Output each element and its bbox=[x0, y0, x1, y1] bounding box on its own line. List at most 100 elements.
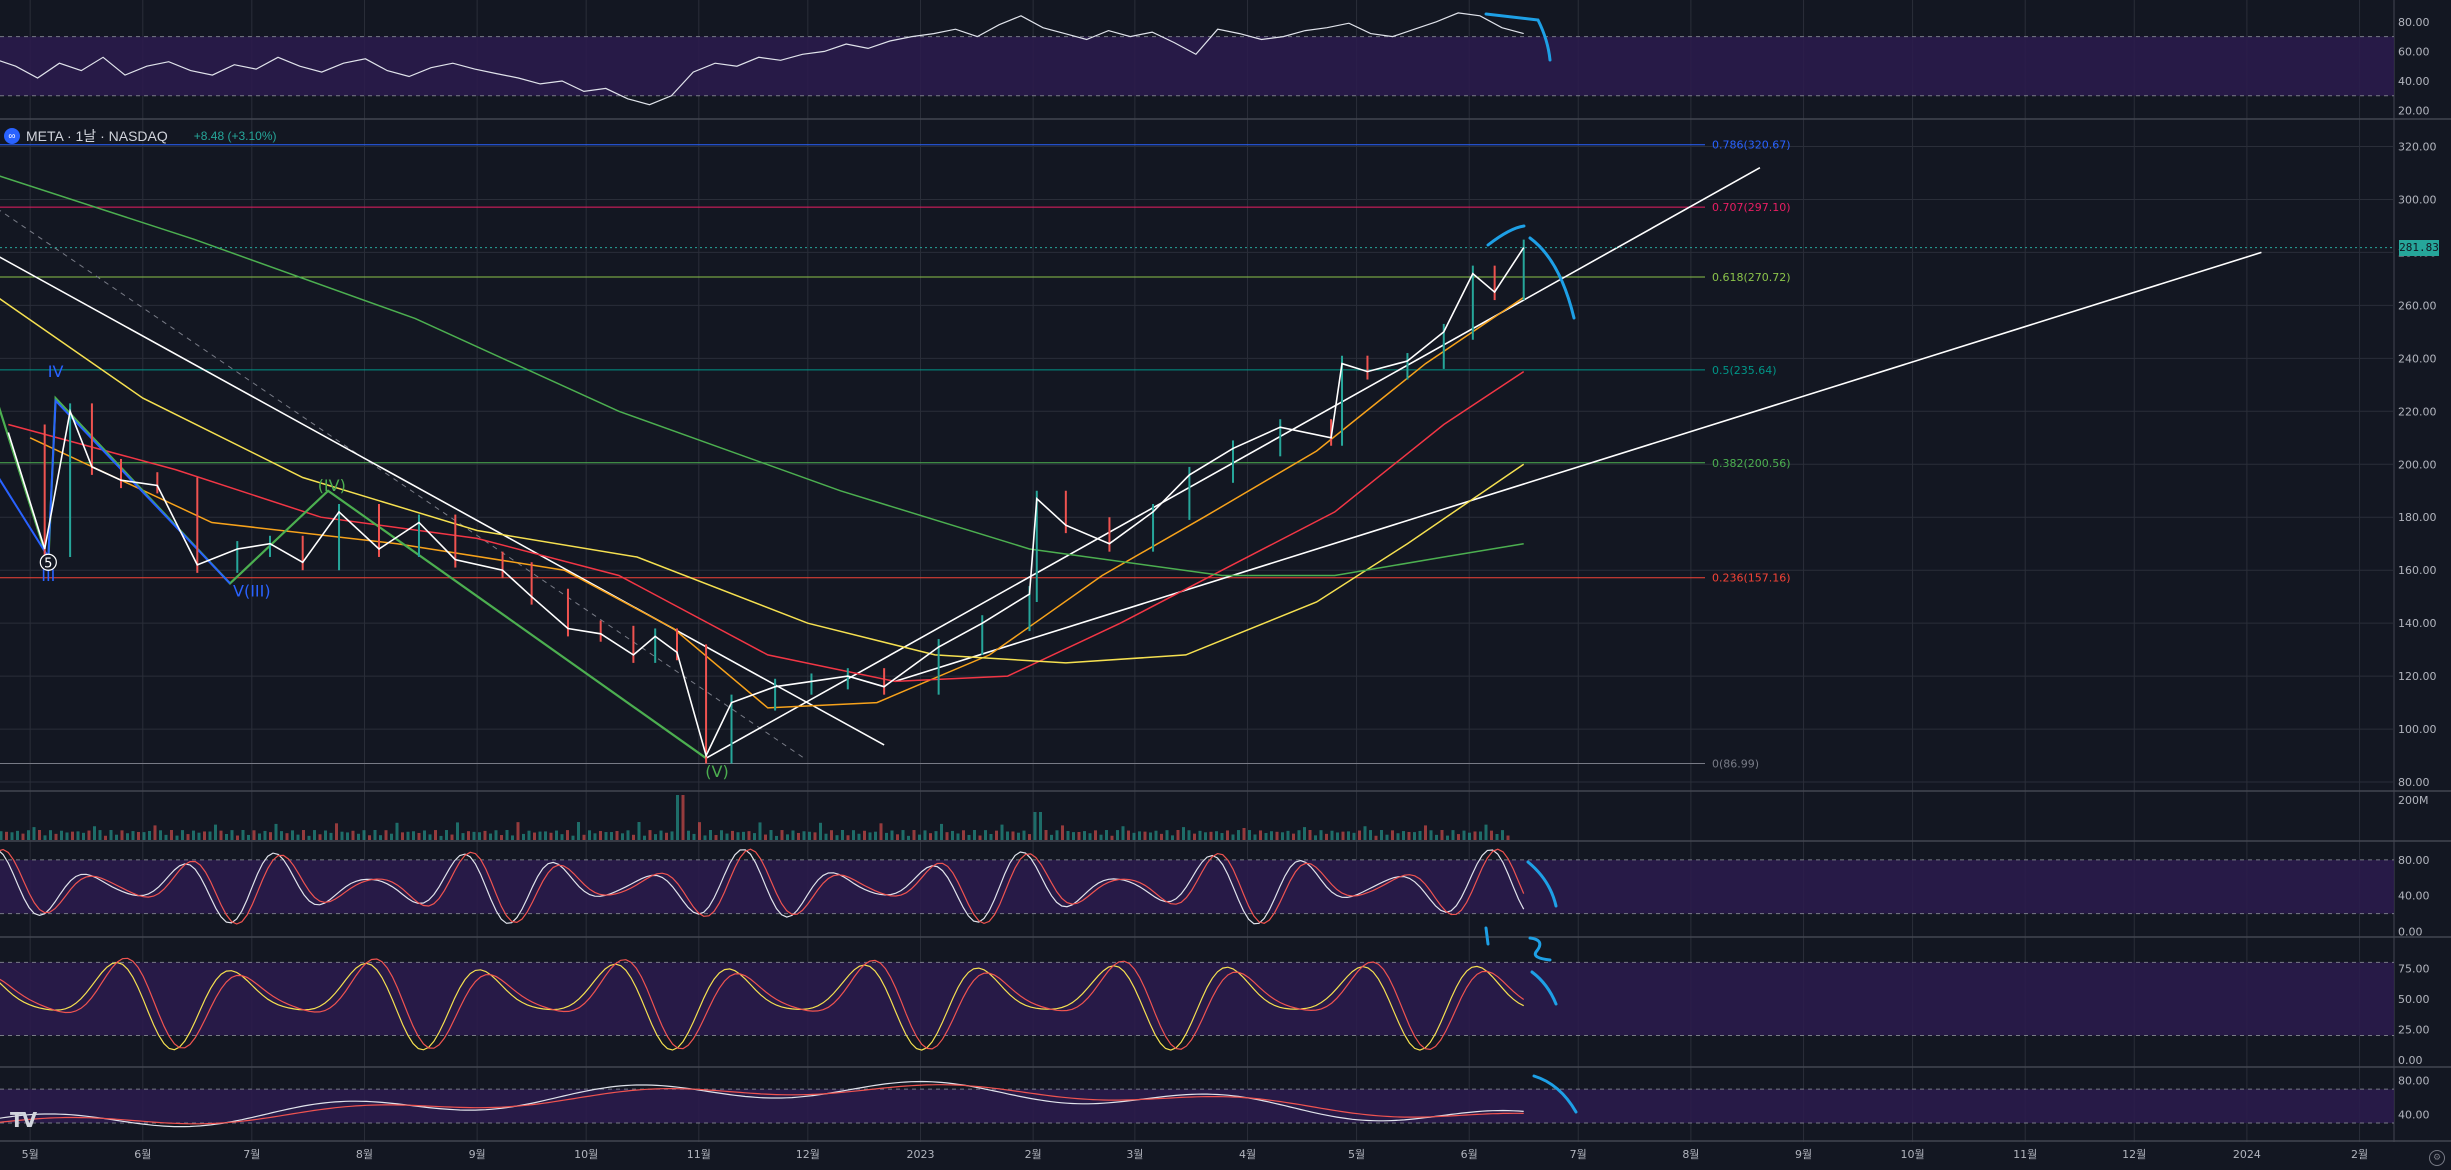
volume-bar bbox=[1198, 830, 1202, 840]
volume-bar bbox=[1473, 831, 1477, 840]
volume-bar bbox=[439, 835, 443, 840]
volume-bar bbox=[1479, 831, 1482, 840]
volume-bar bbox=[830, 830, 833, 840]
volume-bar bbox=[1154, 830, 1158, 840]
volume-bar bbox=[549, 832, 553, 840]
volume-bar bbox=[483, 830, 487, 840]
volume-bar bbox=[82, 832, 85, 840]
meta-logo-icon: ∞ bbox=[4, 128, 20, 144]
volume-bar bbox=[1127, 830, 1130, 840]
volume-bar bbox=[395, 822, 399, 840]
volume-bar bbox=[1457, 834, 1460, 840]
volume-bar bbox=[1039, 812, 1042, 840]
x-tick-label: 2023 bbox=[906, 1148, 934, 1161]
volume-bar bbox=[1072, 832, 1075, 840]
annotation-stoch-rsi-arrow bbox=[1526, 860, 1558, 908]
volume-bar bbox=[731, 830, 734, 840]
volume-bar bbox=[1006, 831, 1009, 840]
last-price-tag: 281.83 bbox=[2399, 239, 2439, 256]
volume-bar bbox=[819, 822, 822, 840]
volume-bar bbox=[808, 831, 811, 840]
volume-bar bbox=[621, 833, 624, 840]
volume-bar bbox=[1044, 830, 1048, 840]
volume-bar bbox=[868, 832, 872, 840]
volume-bar bbox=[1220, 833, 1224, 840]
volume-bar bbox=[1011, 831, 1015, 840]
volume-bar bbox=[21, 833, 25, 840]
volume-bar bbox=[786, 834, 789, 840]
volume-bar bbox=[522, 833, 525, 840]
volume-bar bbox=[566, 830, 569, 840]
volume-bar bbox=[274, 823, 278, 840]
volume-bar bbox=[1242, 827, 1246, 840]
fib-level-label: 0.786(320.67) bbox=[1712, 139, 1791, 152]
x-tick-label: 10월 bbox=[574, 1148, 598, 1161]
x-tick-label: 12월 bbox=[2122, 1148, 2146, 1161]
volume-bar bbox=[87, 830, 91, 840]
volume-bar bbox=[115, 834, 118, 840]
gear-icon[interactable]: ⚙ bbox=[2429, 1150, 2445, 1166]
volume-bar bbox=[824, 833, 828, 840]
rsi-top-tick-label: 60.00 bbox=[2398, 45, 2430, 58]
volume-bar bbox=[720, 830, 723, 840]
rsi-bottom-tick-label: 40.00 bbox=[2398, 1109, 2430, 1122]
volume-bar bbox=[659, 830, 663, 840]
volume-bar bbox=[1231, 834, 1235, 840]
volume-bar bbox=[1110, 835, 1114, 840]
volume-bar bbox=[918, 834, 921, 840]
volume-bar bbox=[1429, 830, 1433, 840]
volume-bar bbox=[318, 834, 322, 840]
volume-bar bbox=[709, 830, 712, 840]
volume-bar bbox=[142, 832, 146, 840]
volume-bar bbox=[835, 835, 839, 840]
symbol-name[interactable]: META · 1날 · NASDAQ bbox=[26, 128, 168, 144]
volume-bar bbox=[104, 835, 107, 840]
volume-bar bbox=[373, 830, 377, 840]
volume-bar bbox=[538, 831, 542, 840]
volume-bar bbox=[1402, 831, 1405, 840]
volume-bar bbox=[401, 832, 404, 840]
volume-bar bbox=[907, 835, 910, 840]
volume-bar bbox=[951, 830, 954, 840]
volume-bar bbox=[120, 830, 124, 840]
annotation-stochastic-arrow bbox=[1530, 970, 1558, 1006]
volume-bar bbox=[681, 795, 685, 840]
volume-bar bbox=[698, 822, 701, 840]
tradingview-logo-icon[interactable]: TV bbox=[10, 1108, 37, 1132]
volume-bar bbox=[170, 830, 173, 840]
stochastic-tick-label: 50.00 bbox=[2398, 993, 2430, 1006]
volume-bar bbox=[1341, 831, 1345, 840]
stoch-rsi-band bbox=[0, 859, 2394, 914]
x-tick-label: 11월 bbox=[2013, 1148, 2037, 1161]
volume-bar bbox=[1374, 835, 1378, 840]
y-tick-label: 260.00 bbox=[2398, 299, 2437, 312]
volume-bar bbox=[571, 835, 575, 840]
volume-bar bbox=[368, 835, 371, 840]
volume-bar bbox=[340, 831, 344, 840]
volume-bar bbox=[230, 830, 234, 840]
volume-bar bbox=[923, 830, 927, 840]
y-tick-label: 120.00 bbox=[2398, 670, 2437, 683]
volume-bar bbox=[192, 830, 195, 840]
volume-bar bbox=[989, 833, 993, 840]
volume-bar bbox=[417, 832, 421, 840]
stochastic-tick-label: 75.00 bbox=[2398, 962, 2430, 975]
volume-bar bbox=[1391, 830, 1394, 840]
x-tick-label: 12월 bbox=[796, 1148, 820, 1161]
volume-bar bbox=[1176, 830, 1180, 840]
volume-bar bbox=[544, 831, 547, 840]
x-tick-label: 6월 bbox=[1461, 1148, 1478, 1161]
volume-bar bbox=[1237, 830, 1240, 840]
fib-level-label: 0.236(157.16) bbox=[1712, 572, 1791, 585]
volume-bar bbox=[203, 831, 206, 840]
volume-bar bbox=[934, 831, 938, 840]
volume-bar bbox=[604, 832, 608, 840]
volume-bar bbox=[390, 833, 393, 840]
volume-bar bbox=[10, 832, 14, 840]
volume-bar bbox=[148, 830, 151, 840]
symbol-info-bar[interactable]: ∞ META · 1날 · NASDAQ +8.48 (+3.10%) bbox=[4, 126, 277, 146]
volume-bar bbox=[1440, 830, 1444, 840]
volume-bar bbox=[1121, 826, 1125, 840]
stochastic-band bbox=[0, 962, 2394, 1036]
